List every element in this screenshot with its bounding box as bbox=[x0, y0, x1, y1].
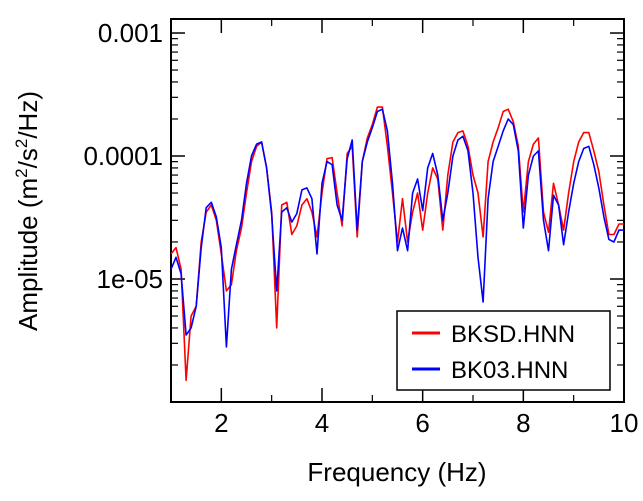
series-line-bk03-hnn bbox=[170, 108, 624, 348]
plot-frame bbox=[170, 18, 625, 403]
y-axis-title: Amplitude (m2/s2/Hz) bbox=[12, 91, 43, 331]
series-layer bbox=[170, 106, 624, 382]
labels-layer: 2 4 6 8 10 1e-05 0.0001 0.001 bbox=[83, 18, 638, 438]
x-tick-label: 6 bbox=[415, 408, 429, 438]
x-axis-title: Frequency (Hz) bbox=[307, 457, 486, 487]
legend-label-bksd: BKSD.HNN bbox=[451, 321, 575, 348]
x-tick-label: 4 bbox=[315, 408, 329, 438]
x-tick-label: 8 bbox=[516, 408, 530, 438]
legend-label-bk03: BK03.HNN bbox=[451, 357, 568, 384]
y-tick-label: 0.0001 bbox=[83, 141, 163, 171]
x-tick-label: 2 bbox=[214, 408, 228, 438]
x-tick-label: 10 bbox=[610, 408, 639, 438]
legend: BKSD.HNN BK03.HNN bbox=[396, 310, 611, 391]
y-tick-label: 1e-05 bbox=[97, 264, 164, 294]
y-tick-label: 0.001 bbox=[98, 18, 163, 48]
legend-box bbox=[396, 310, 611, 391]
ticks-layer bbox=[171, 19, 625, 402]
